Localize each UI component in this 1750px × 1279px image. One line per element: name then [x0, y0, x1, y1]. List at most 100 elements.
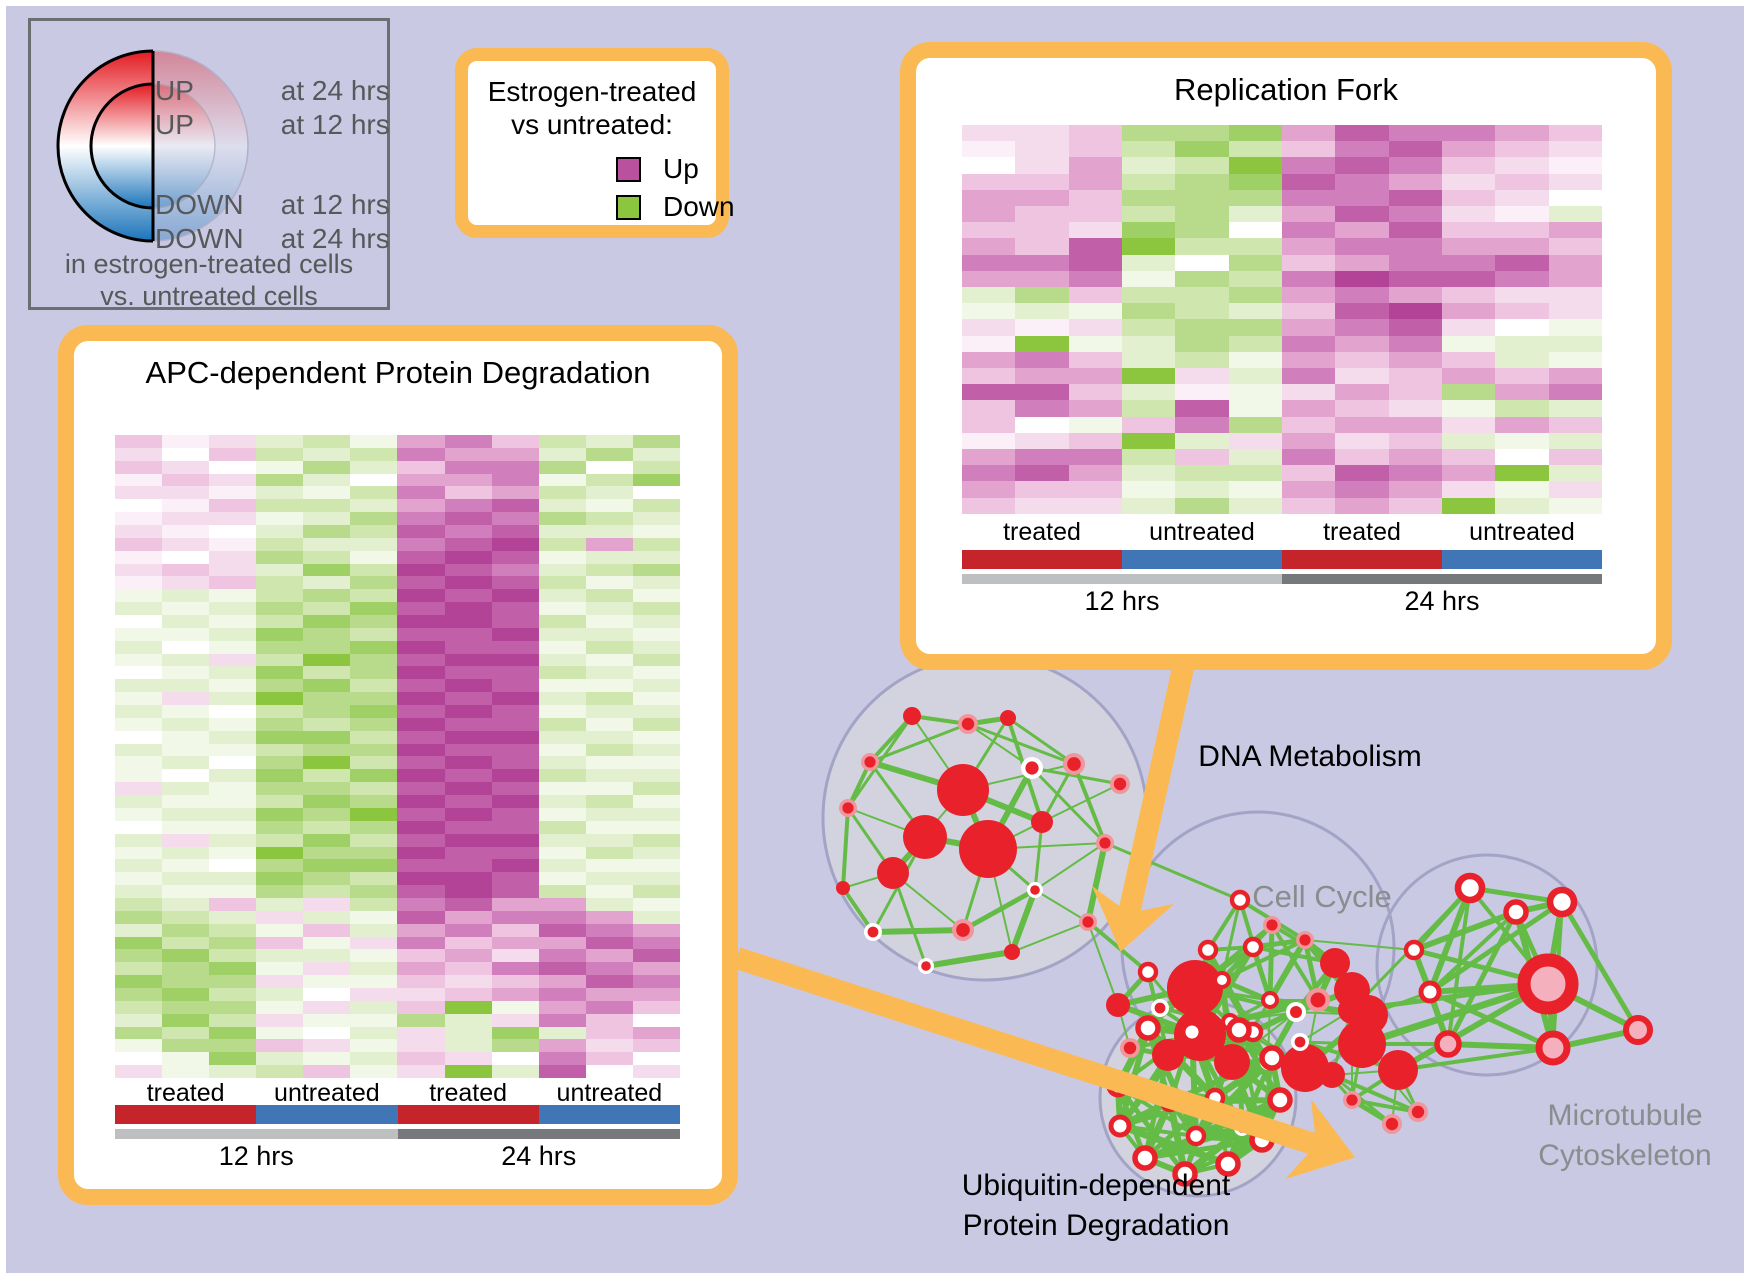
heatmap-cell [444, 473, 492, 487]
heatmap-cell [1281, 465, 1336, 482]
heatmap-cell [256, 949, 304, 963]
legend-row-up12: UP at 12 hrs [155, 109, 390, 141]
heatmap-cell [397, 563, 445, 577]
heatmap-cell [397, 769, 445, 783]
heatmap-cell [115, 692, 163, 706]
heatmap-cell [585, 897, 633, 911]
heatmap-row [115, 679, 680, 693]
heatmap-cell [209, 666, 257, 680]
heatmap-cell [1335, 254, 1389, 271]
heatmap-cell [397, 499, 445, 513]
heatmap-cell [444, 1039, 492, 1053]
heatmap-cell [1495, 351, 1549, 369]
heatmap-cell [350, 1052, 398, 1066]
heatmap-cell [115, 460, 163, 474]
heatmap-cell [538, 717, 586, 731]
heatmap-cell [256, 1026, 304, 1040]
heatmap-cell [303, 975, 351, 988]
heatmap-cell [1388, 400, 1442, 417]
heatmap-cell [256, 563, 304, 577]
heatmap-cell [1441, 125, 1496, 142]
heatmap-cell [1015, 270, 1069, 288]
heatmap-cell [585, 486, 633, 500]
heatmap-cell [1495, 206, 1549, 223]
heatmap-cell [350, 1039, 398, 1053]
heatmap-cell [962, 125, 1016, 142]
heatmap-cell [162, 910, 210, 924]
heatmap-cell [491, 730, 539, 744]
heatmap-cell [350, 820, 398, 834]
heatmap-cell [162, 782, 210, 796]
legend-down24-dir: DOWN [155, 223, 244, 254]
heatmap-cell [1175, 254, 1229, 271]
heatmap-cell [1281, 157, 1336, 174]
heatmap-cell [162, 589, 210, 603]
heatmap-cell [1068, 287, 1122, 304]
heatmap-cell [585, 885, 633, 898]
heatmap-cell [632, 872, 680, 886]
heatmap-cell [1548, 432, 1602, 450]
heatmap-cell [162, 820, 210, 834]
heatmap-cell [256, 640, 304, 654]
heatmap-cell [256, 756, 304, 770]
heatmap-cell [585, 1026, 633, 1040]
heatmap-cell [1175, 416, 1229, 433]
heatmap-cell [538, 576, 586, 590]
heatmap-cell [115, 1013, 163, 1027]
heatmap-cell [256, 653, 304, 667]
heatmap-cell [256, 460, 304, 474]
heatmap-cell [162, 975, 210, 988]
heatmap-cell [632, 473, 680, 487]
heatmap-cell [350, 1065, 398, 1078]
heatmap-cell [1548, 449, 1602, 466]
heatmap-cell [162, 730, 210, 744]
heatmap-cell [444, 1026, 492, 1040]
heatmap-cell [1335, 125, 1389, 142]
heatmap-cell [397, 1026, 445, 1040]
heatmap-cell [585, 846, 633, 860]
heatmap-cell [632, 910, 680, 924]
heatmap-cell [444, 435, 492, 448]
heatmap-cell [303, 782, 351, 796]
heatmap-cell [1228, 432, 1282, 450]
heatmap-cell [1281, 125, 1336, 142]
heatmap-cell [350, 807, 398, 821]
heatmap-cell [1175, 368, 1229, 385]
heatmap-cell [115, 499, 163, 513]
heatmap-cell [1281, 141, 1336, 158]
heatmap-cell [1015, 303, 1069, 320]
heatmap-cell [256, 615, 304, 628]
heatmap-cell [1068, 384, 1122, 401]
heatmap-cell [256, 897, 304, 911]
heatmap-cell [632, 833, 680, 847]
heatmap-row [962, 238, 1602, 255]
heatmap-cell [1388, 125, 1442, 142]
heatmap-cell [303, 897, 351, 911]
heatmap-cell [256, 987, 304, 1001]
heatmap-cell [538, 589, 586, 603]
heatmap-cell [1441, 400, 1496, 417]
heatmap-cell [444, 705, 492, 718]
heatmap-cell [632, 486, 680, 500]
heatmap-cell [350, 473, 398, 487]
heatmap-cell [962, 400, 1016, 417]
heatmap-cell [397, 795, 445, 808]
heatmap-row [962, 465, 1602, 482]
heatmap-cell [1175, 319, 1229, 336]
heatmap-cell [303, 679, 351, 693]
heatmap-cell [1335, 416, 1389, 433]
heatmap-cell [1335, 351, 1389, 369]
heatmap-cell [962, 481, 1016, 498]
heatmap-cell [256, 550, 304, 564]
heatmap-cell [962, 238, 1016, 255]
heatmap-cell [444, 525, 492, 538]
heatmap-cell [350, 846, 398, 860]
heatmap-cell [1441, 303, 1496, 320]
heatmap-cell [632, 1039, 680, 1053]
heatmap-cell [585, 576, 633, 590]
heatmap-cell [256, 627, 304, 641]
heatmap-row [115, 1052, 680, 1066]
heatmap-cell [491, 795, 539, 808]
heatmap-cell [1335, 481, 1389, 498]
heatmap-cell [350, 525, 398, 538]
